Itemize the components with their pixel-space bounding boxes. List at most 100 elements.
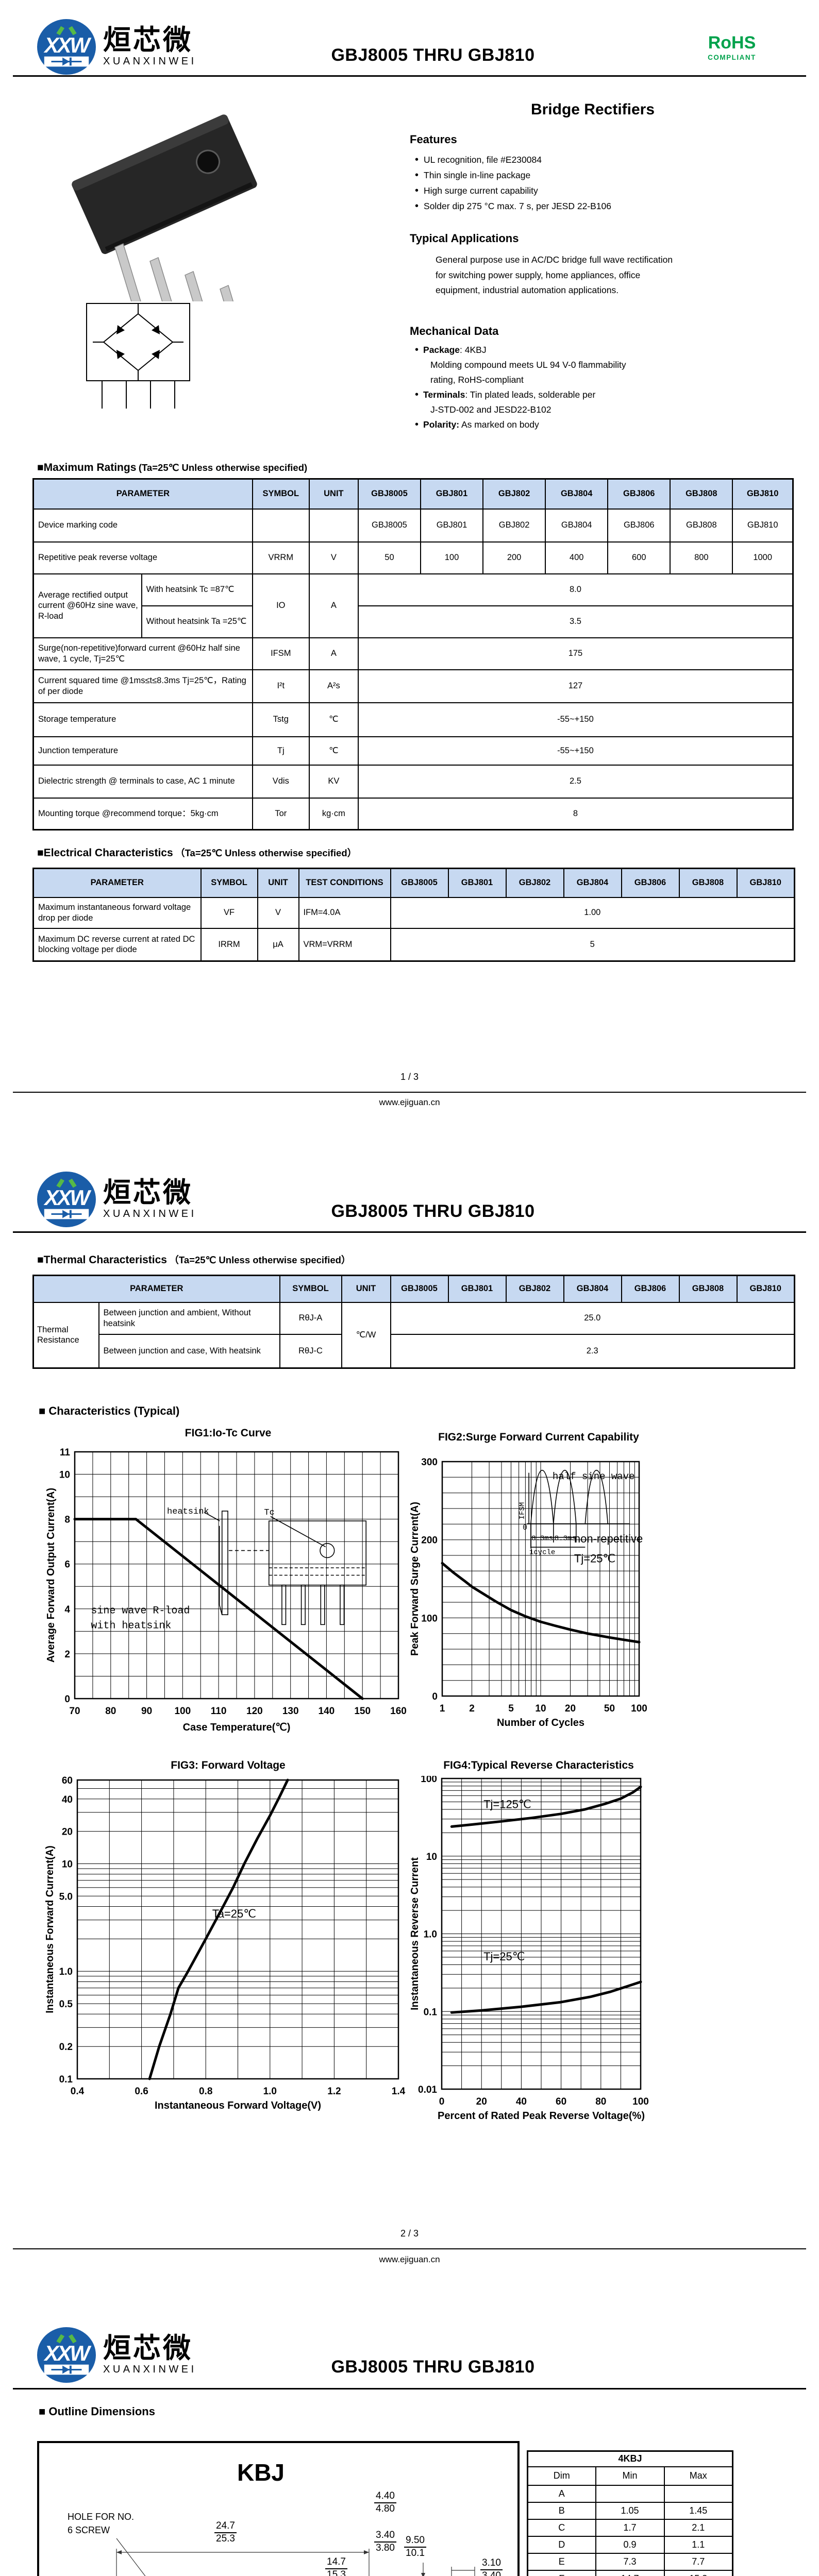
brand-abbr: XXW bbox=[43, 33, 91, 57]
mech-line: Molding compound meets UL 94 V-0 flammab… bbox=[415, 358, 626, 372]
mr-io-value1: 8.0 bbox=[357, 573, 794, 606]
ec-vf-value: 1.00 bbox=[390, 896, 795, 929]
mr-tj-unit: ℃ bbox=[308, 736, 359, 766]
mr-marking-value: GBJ808 bbox=[670, 508, 733, 543]
svg-text:8: 8 bbox=[64, 1515, 70, 1526]
ec-irrm-symbol: IRRM bbox=[200, 927, 258, 962]
ec-header-row: PARAMETER SYMBOL UNIT TEST CONDITIONS GB… bbox=[32, 868, 795, 898]
applications-text: General purpose use in AC/DC bridge full… bbox=[436, 252, 673, 298]
outline-heading: ■ Outline Dimensions bbox=[39, 2405, 155, 2418]
dim-row-D: D 0.9 1.1 bbox=[527, 2535, 733, 2554]
svg-text:50: 50 bbox=[604, 1703, 615, 1714]
brand-logo: XXW 烜芯微 XUANXINWEI bbox=[36, 1171, 197, 1228]
mr-vrrm-unit: V bbox=[308, 541, 359, 574]
dim-min: 3.10 bbox=[480, 2557, 503, 2570]
header-divider bbox=[13, 75, 806, 77]
ec-row-irrm: Maximum DC reverse current at rated DC b… bbox=[32, 927, 795, 962]
applications-line: for switching power supply, home applian… bbox=[436, 269, 641, 280]
hole-note: HOLE FOR NO. 6 SCREW bbox=[68, 2510, 134, 2537]
thermal-heading: ■Thermal Characteristics （Ta=25℃ Unless … bbox=[37, 1253, 350, 1266]
fig3-chart: 0.4 0.6 0.8 1.0 1.2 1.4 0.1 0.2 0.5 1.0 5.0 10 20 40 6… bbox=[44, 1775, 406, 2111]
mr-i2t-symbol: I²t bbox=[252, 669, 310, 703]
dim-col-max: Max bbox=[663, 2466, 733, 2486]
svg-text:80: 80 bbox=[595, 2096, 606, 2107]
mr-tstg-param: Storage temperature bbox=[32, 702, 253, 737]
header-divider bbox=[13, 1231, 806, 1233]
mr-row-vrrm: Repetitive peak reverse voltage VRRM V 5… bbox=[32, 541, 794, 574]
rohs-badge: RoHS COMPLIANT bbox=[688, 34, 776, 61]
svg-text:Tc: Tc bbox=[264, 1508, 274, 1518]
dim-max: 4.80 bbox=[376, 2503, 395, 2514]
electrical-table: PARAMETER SYMBOL UNIT TEST CONDITIONS GB… bbox=[32, 868, 795, 962]
dim-col-min: Min bbox=[595, 2466, 665, 2486]
svg-text:10: 10 bbox=[535, 1703, 546, 1714]
svg-text:Tj=25℃: Tj=25℃ bbox=[483, 1950, 525, 1963]
mech-line: Polarity: As marked on body bbox=[415, 417, 626, 432]
dim-body-width: 24.7 25.3 bbox=[214, 2520, 237, 2545]
dim-table-header-row: Dim Min Max bbox=[527, 2466, 733, 2486]
product-photo bbox=[72, 114, 257, 301]
mech-label: Package bbox=[423, 345, 460, 355]
mechanical-heading: Mechanical Data bbox=[410, 325, 499, 337]
svg-text:0.5: 0.5 bbox=[59, 1999, 73, 2010]
svg-text:300: 300 bbox=[421, 1457, 438, 1468]
mr-header-row: PARAMETER SYMBOL UNIT GBJ8005 GBJ801 GBJ… bbox=[32, 478, 794, 510]
svg-text:1.0: 1.0 bbox=[59, 1967, 73, 1977]
mr-col-device: GBJ8005 bbox=[357, 478, 421, 510]
brand-logo-icon: XXW bbox=[37, 1171, 96, 1228]
page-title: GBJ8005 THRU GBJ810 bbox=[331, 2357, 535, 2377]
ec-col-device: GBJ806 bbox=[621, 868, 680, 898]
svg-text:2: 2 bbox=[64, 1649, 70, 1660]
svg-text:20: 20 bbox=[476, 2096, 487, 2107]
svg-text:Case Temperature(℃): Case Temperature(℃) bbox=[183, 1722, 291, 1733]
svg-text:10: 10 bbox=[62, 1859, 73, 1870]
mr-io-param: Average rectified output current @60Hz s… bbox=[32, 573, 142, 638]
svg-text:Tj=25℃: Tj=25℃ bbox=[574, 1552, 615, 1565]
outline-drawing: KBJ HOLE FOR NO. 6 SCREW + ~ ~ - 24.725.… bbox=[37, 2441, 520, 2576]
mr-row-io-heatsink: Average rectified output current @60Hz s… bbox=[32, 573, 794, 638]
svg-text:Instantaneous Forward Voltage(: Instantaneous Forward Voltage(V) bbox=[155, 2100, 321, 2111]
dim-table-title-row: 4KBJ bbox=[527, 2450, 733, 2467]
dim-row-C: C 1.7 2.1 bbox=[527, 2518, 733, 2537]
mr-row-tstg: Storage temperature Tstg ℃ -55~+150 bbox=[32, 702, 794, 737]
svg-text:40: 40 bbox=[62, 1794, 73, 1805]
brand-name-cn: 烜芯微 bbox=[103, 2333, 193, 2364]
brand-name-en: XUANXINWEI bbox=[103, 56, 197, 67]
svg-text:Number of Cycles: Number of Cycles bbox=[497, 1717, 584, 1728]
mr-tj-param: Junction temperature bbox=[32, 736, 253, 766]
brand-name-cn: 烜芯微 bbox=[103, 1177, 193, 1208]
dim-cell: B bbox=[527, 2501, 596, 2520]
rohs-label: RoHS bbox=[708, 33, 756, 53]
fig1-chart: 70 80 90 100 110 120 130 140 150 160 0 2 4 6 8 10 11 Case… bbox=[45, 1447, 407, 1733]
dim-cell: 14.7 bbox=[595, 2569, 665, 2576]
ec-col-device: GBJ804 bbox=[563, 868, 622, 898]
svg-text:Average Forward Output Current: Average Forward Output Current(A) bbox=[45, 1488, 57, 1663]
dim-side-top: 3.10 3.40 bbox=[480, 2557, 503, 2576]
svg-text:10: 10 bbox=[59, 1470, 70, 1481]
svg-text:160: 160 bbox=[390, 1706, 407, 1717]
dim-cell: 1.45 bbox=[663, 2501, 733, 2520]
svg-text:sine wave R-load: sine wave R-load bbox=[91, 1605, 190, 1617]
mech-text: J-STD-002 and JESD22-B102 bbox=[430, 404, 551, 415]
mr-vrrm-param: Repetitive peak reverse voltage bbox=[32, 541, 253, 574]
svg-text:60: 60 bbox=[556, 2096, 566, 2107]
mr-io-sub1: With heatsink Tc =87℃ bbox=[141, 573, 253, 606]
th-unit: ℃/W bbox=[341, 1301, 391, 1369]
mr-row-tj: Junction temperature Tj ℃ -55~+150 bbox=[32, 736, 794, 766]
th-col-device: GBJ806 bbox=[621, 1275, 680, 1303]
brand-name-en: XUANXINWEI bbox=[103, 2364, 197, 2375]
ec-col-device: GBJ802 bbox=[505, 868, 564, 898]
dim-cell: D bbox=[527, 2535, 596, 2554]
dim-cell: E bbox=[527, 2552, 596, 2571]
brand-text: 烜芯微 XUANXINWEI bbox=[103, 26, 197, 67]
dim-row-B: B 1.05 1.45 bbox=[527, 2501, 733, 2520]
electrical-condition: （Ta=25℃ Unless otherwise specified） bbox=[175, 848, 357, 858]
brand-text: 烜芯微 XUANXINWEI bbox=[103, 1179, 197, 1220]
mr-vdis-symbol: Vdis bbox=[252, 764, 310, 799]
max-ratings-title: ■Maximum Ratings bbox=[37, 462, 137, 473]
dim-cell: F bbox=[527, 2569, 596, 2576]
svg-text:with heatsink: with heatsink bbox=[91, 1620, 171, 1632]
svg-text:140: 140 bbox=[319, 1706, 335, 1717]
mr-marking-value: GBJ801 bbox=[420, 508, 484, 543]
